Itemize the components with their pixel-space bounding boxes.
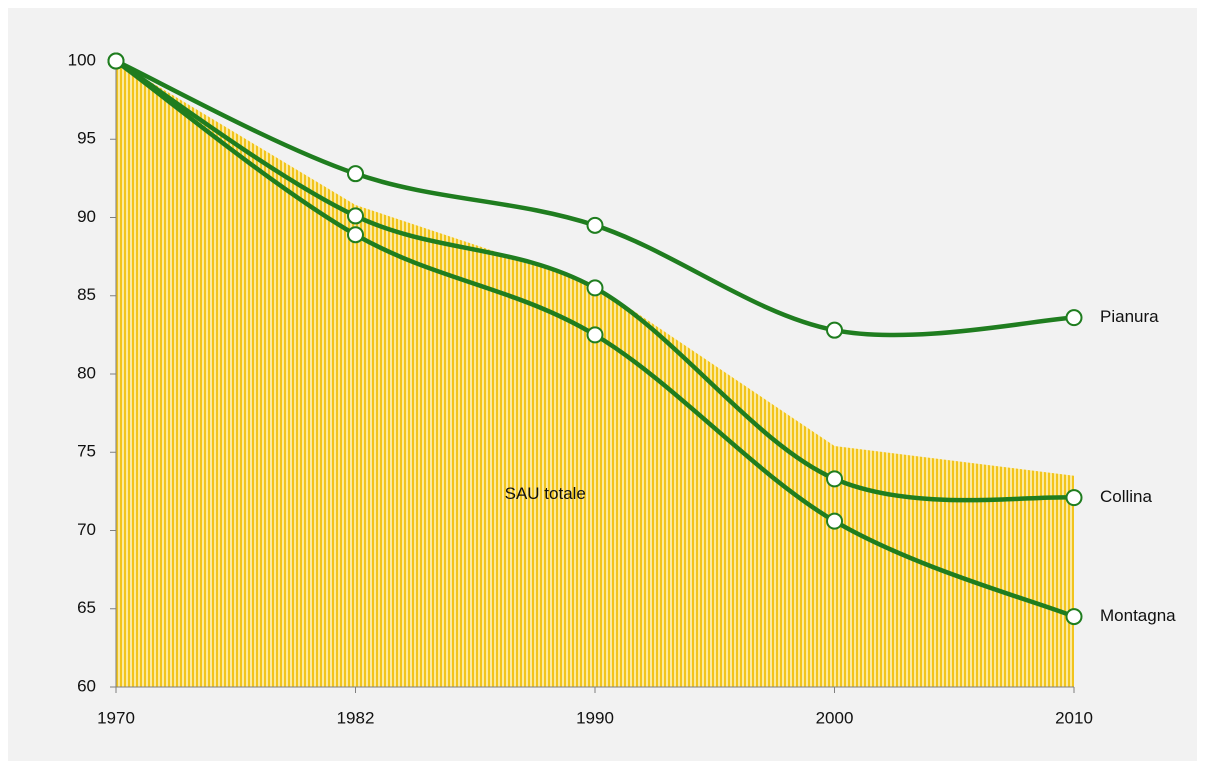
marker [1065,608,1083,626]
y-tick-label: 95 [77,129,96,148]
marker [1065,309,1083,327]
marker [586,279,604,297]
y-tick-label: 80 [77,363,96,382]
x-tick-label: 2010 [1055,708,1093,727]
marker [586,216,604,234]
marker [107,52,125,70]
marker [826,512,843,530]
x-tick-label: 1982 [337,708,375,727]
series-label: Pianura [1100,307,1159,326]
marker [347,207,364,225]
y-tick-label: 85 [77,285,96,304]
y-tick-label: 60 [77,676,96,695]
marker [826,470,843,488]
y-tick-label: 75 [77,442,96,461]
marker [347,226,364,244]
x-tick-label: 1990 [576,708,614,727]
y-tick-label: 90 [77,207,96,226]
series-label: Montagna [1100,606,1176,625]
series-label: Collina [1100,487,1153,506]
marker [347,165,364,183]
y-tick-label: 70 [77,520,96,539]
marker [1065,489,1083,507]
marker [826,321,843,339]
x-tick-label: 1970 [97,708,135,727]
x-tick-label: 2000 [816,708,854,727]
y-tick-label: 65 [77,598,96,617]
y-tick-label: 100 [68,50,96,69]
marker [586,326,604,344]
area-label: SAU totale [505,484,586,503]
